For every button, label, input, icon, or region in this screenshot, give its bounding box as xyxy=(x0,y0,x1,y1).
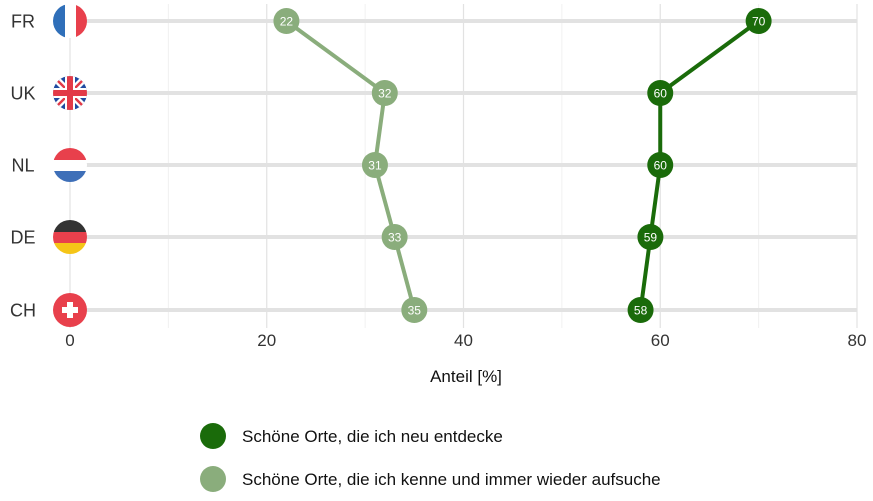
data-point xyxy=(745,8,772,34)
legend-item: Schöne Orte, die ich kenne und immer wie… xyxy=(200,466,661,492)
y-axis-labels: FR UK NL DE CH xyxy=(10,12,36,321)
legend-label: Schöne Orte, die ich kenne und immer wie… xyxy=(242,470,661,489)
x-tick-label: 40 xyxy=(454,331,473,350)
x-axis-title: Anteil [%] xyxy=(430,367,502,386)
data-label: 32 xyxy=(378,87,392,101)
x-axis-tick-labels: 0 20 40 60 80 xyxy=(65,331,866,350)
flag-netherlands-icon xyxy=(53,148,87,182)
data-label: 22 xyxy=(280,15,294,29)
x-tick-label: 0 xyxy=(65,331,74,350)
legend-item: Schöne Orte, die ich neu entdecke xyxy=(200,423,503,449)
data-point xyxy=(647,80,674,106)
data-label: 58 xyxy=(634,304,648,318)
legend-swatch xyxy=(200,423,226,449)
y-tick-label: CH xyxy=(10,301,36,321)
flag-switzerland-icon xyxy=(53,293,87,327)
y-tick-label: UK xyxy=(10,84,35,104)
flag-united-kingdom-icon xyxy=(53,76,87,110)
data-points: 70 60 60 59 58 22 32 31 33 35 xyxy=(273,8,772,323)
data-point xyxy=(647,152,674,178)
data-point xyxy=(371,80,398,106)
x-tick-label: 80 xyxy=(848,331,867,350)
legend-swatch xyxy=(200,466,226,492)
legend-label: Schöne Orte, die ich neu entdecke xyxy=(242,427,503,446)
flag-france-icon xyxy=(53,4,87,38)
grid xyxy=(69,4,858,328)
y-tick-label: NL xyxy=(11,156,34,176)
data-point xyxy=(273,8,300,34)
data-point xyxy=(381,224,408,250)
data-point xyxy=(627,297,654,323)
data-label: 35 xyxy=(408,304,422,318)
data-point xyxy=(401,297,428,323)
data-label: 59 xyxy=(644,231,658,245)
y-tick-label: DE xyxy=(10,228,35,248)
x-tick-label: 20 xyxy=(257,331,276,350)
data-point xyxy=(637,224,664,250)
legend: Schöne Orte, die ich neu entdecke Schöne … xyxy=(200,423,661,492)
data-label: 33 xyxy=(388,231,402,245)
flag-germany-icon xyxy=(53,220,87,254)
data-point xyxy=(361,152,388,178)
y-tick-label: FR xyxy=(11,12,35,32)
x-tick-label: 60 xyxy=(651,331,670,350)
data-label: 60 xyxy=(654,87,668,101)
data-label: 60 xyxy=(654,159,668,173)
data-label: 31 xyxy=(368,159,382,173)
data-label: 70 xyxy=(752,15,766,29)
